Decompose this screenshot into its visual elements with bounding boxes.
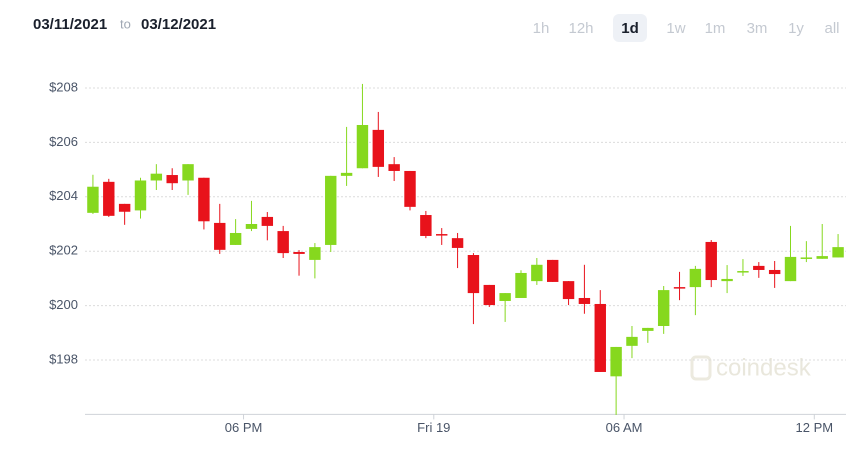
range-button[interactable]: 1d [621,20,639,37]
candle-body [420,215,432,236]
range-button[interactable]: 1w [666,20,685,37]
candle-body [388,164,400,171]
range-button[interactable]: all [824,20,839,37]
candle-body [673,287,686,289]
candle-body [118,203,131,212]
candle-body [150,173,163,181]
candle-body [562,281,575,300]
candle-body [325,175,337,245]
x-tick-label: 06 PM [225,420,263,435]
candle-body [816,256,828,259]
candle-body [198,177,210,222]
watermark-icon [690,355,712,381]
candle-body [689,268,702,288]
candle-body [626,336,638,346]
candle-body [721,278,733,282]
y-tick-label: $206 [49,134,78,149]
candle-body [515,272,527,298]
candle-body [372,129,385,167]
candle-body [784,256,797,282]
candle-body [404,170,416,207]
watermark-text: coindesk [716,354,812,381]
y-tick-label: $208 [49,79,78,94]
range-button[interactable]: 1m [705,20,726,37]
candle-body [309,247,321,260]
candle-body [214,222,226,250]
y-tick-label: $200 [49,297,78,312]
candle-body [657,290,670,326]
watermark: coindesk [690,354,812,381]
candle-body [293,252,305,254]
candle-body [261,216,274,226]
candle-body [546,259,559,282]
candle-body [578,297,591,304]
y-tick-label: $198 [49,351,78,366]
candle-body [182,164,194,181]
x-tick-label: Fri 19 [417,420,450,435]
range-button[interactable]: 3m [747,20,768,37]
range-button[interactable]: 12h [568,20,593,37]
candle-body [134,180,147,211]
range-button-bg [613,14,647,42]
candle-body [87,186,99,213]
candle-body [594,303,606,372]
y-tick-label: $204 [49,188,78,203]
candle-body [800,257,813,259]
x-tick-label: 12 PM [796,420,834,435]
candle-body [610,346,622,377]
candle-body [356,124,369,169]
x-tick-label: 06 AM [606,420,643,435]
candle-body [245,224,258,229]
candle-body [166,175,178,184]
candle-body [451,238,464,248]
candle-body [737,271,749,273]
candle-body [103,181,115,216]
candle-body [483,284,495,306]
candle-body [832,247,844,258]
candle-body [768,269,781,275]
candle-body [277,231,289,254]
date-separator: to [120,16,131,31]
y-tick-label: $202 [49,243,78,258]
date-from: 03/11/2021 [33,16,107,33]
candle-body [499,293,511,301]
date-to: 03/12/2021 [141,16,216,33]
candle-body [436,234,448,236]
range-button[interactable]: 1h [533,20,550,37]
candle-body [642,327,654,331]
candle-body [340,172,353,176]
candle-body [753,265,765,270]
candle-body [705,241,717,281]
candle-body [531,264,543,282]
range-button[interactable]: 1y [788,20,804,37]
candle-body [467,255,480,294]
candle-body [229,232,242,245]
